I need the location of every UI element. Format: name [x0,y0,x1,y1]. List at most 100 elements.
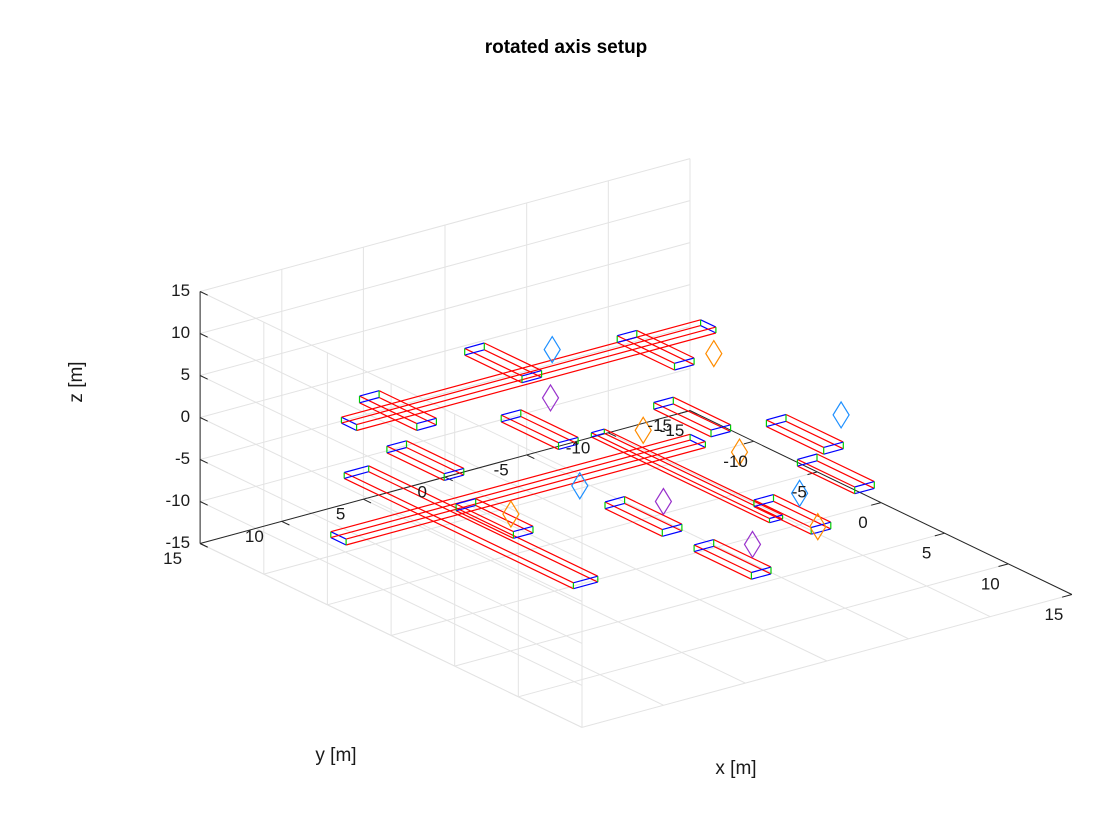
grid-layer [199,158,1073,728]
y-tick-mark [689,410,698,415]
pontoon-12-edge [823,441,844,448]
crossbar-right-edge [330,433,691,533]
x-axis-label: x [m] [715,758,756,779]
grid-line-side-z [199,242,691,376]
chart-title: rotated axis setup [485,37,648,58]
pontoon-12-edge [785,413,844,443]
grid-line-back-z [199,543,583,728]
pontoon-1-edge [378,390,437,419]
grid-line-side-z [199,368,691,502]
diamond-marker-11 [502,499,520,529]
diamond-marker-7 [790,479,809,508]
z-tick-mark [199,333,208,338]
pontoon-3-edge [617,329,637,337]
pontoon-1-edge [359,402,418,431]
pontoon-3-edge [617,336,637,344]
pontoon-8-edge [604,508,663,537]
crossbar-right-edge [689,433,706,443]
diamond-marker-4 [705,339,723,368]
y-tick-label: 0 [418,483,427,502]
long-boom-top-edge [343,471,574,584]
diamond-marker-6 [654,487,673,516]
crossbar-left-edge [341,422,357,432]
z-tick-label: -10 [166,491,191,510]
pontoon-12-edge [766,413,787,421]
x-tick-label: 0 [858,513,867,532]
z-tick-mark [199,417,208,422]
x-tick-mark [743,440,754,445]
pontoon-4-edge [501,415,521,423]
pontoon-9-edge [753,500,774,508]
tick-layer: -15-10-5051015-15-10-5051015-15-10-50510… [163,281,1063,624]
x-tick-label: 10 [981,574,1000,593]
pontoon-5-edge [710,424,731,431]
pontoon-9-edge [811,521,831,529]
crossbar-left-edge [341,319,701,418]
pontoon-6-edge [444,467,464,475]
pontoon-3-edge [674,364,695,371]
pontoon-1-edge [359,390,380,397]
y-tick-mark [281,520,290,526]
pontoon-10-edge [797,453,818,460]
pontoon-8-edge [604,502,625,510]
y-axis-label: y [m] [315,745,356,766]
pontoon-4-edge [558,436,579,444]
pontoon-11-edge [693,551,752,580]
pontoon-8-edge [604,496,625,503]
crossbar-right-edge [330,439,691,539]
grid-line-floor-y [608,432,991,618]
x-tick-label: -15 [660,421,685,440]
x-tick-mark [1061,594,1073,598]
data-layer [330,319,875,590]
z-axis-label: z [m] [66,361,87,402]
crossbar-right-edge [345,446,706,546]
pontoon-10-edge [797,465,855,495]
pontoon-6-edge [386,452,445,481]
x-tick-label: 5 [922,544,931,563]
grid-line-back-z [199,375,583,560]
x-tick-mark [934,532,945,537]
grid-line-back-z [199,501,583,686]
long-boom-top-edge [573,581,598,590]
pontoon-11-edge [751,566,772,574]
pontoon-6-edge [444,474,464,481]
y-tick-label: 5 [336,505,345,524]
y-tick-mark [526,454,535,460]
pontoon-5-edge [653,396,674,404]
z-tick-mark [199,543,208,548]
y-tick-label: -10 [566,438,591,457]
pontoon-11-edge [713,539,772,568]
pontoon-7-edge [455,504,476,512]
grid-line-side-z [199,200,691,334]
pontoon-2-edge [484,342,542,372]
diamond-marker-9 [809,512,827,541]
grid-line-floor-y [363,498,746,684]
z-tick-mark [199,459,208,464]
beam-back-edge [591,432,605,438]
x-tick-label: -5 [792,482,807,501]
grid-line-side-z [199,326,691,460]
y-tick-mark [608,432,617,437]
pontoon-3-edge [674,357,695,364]
pontoon-9-edge [773,494,832,523]
long-boom-top-edge [344,471,369,479]
grid-line-side-z [199,158,691,292]
z-tick-label: 0 [181,407,190,426]
z-tick-mark [199,375,208,380]
z-tick-label: 10 [171,323,190,342]
pontoon-5-edge [653,403,674,410]
x-tick-mark [998,563,1009,567]
pontoon-9-edge [753,494,774,501]
z-tick-label: 15 [171,281,190,300]
pontoon-12-edge [823,448,844,455]
pontoon-10-edge [854,481,875,488]
grid-line-floor-y [281,520,664,706]
crossbar-right-edge [330,537,347,546]
y-tick-label: 15 [163,549,182,568]
pontoon-5-edge [710,430,731,438]
pontoon-2-edge [464,342,485,349]
crossbar-left-edge [341,325,701,424]
x-tick-mark [871,502,882,506]
long-boom-top-edge [343,477,574,590]
